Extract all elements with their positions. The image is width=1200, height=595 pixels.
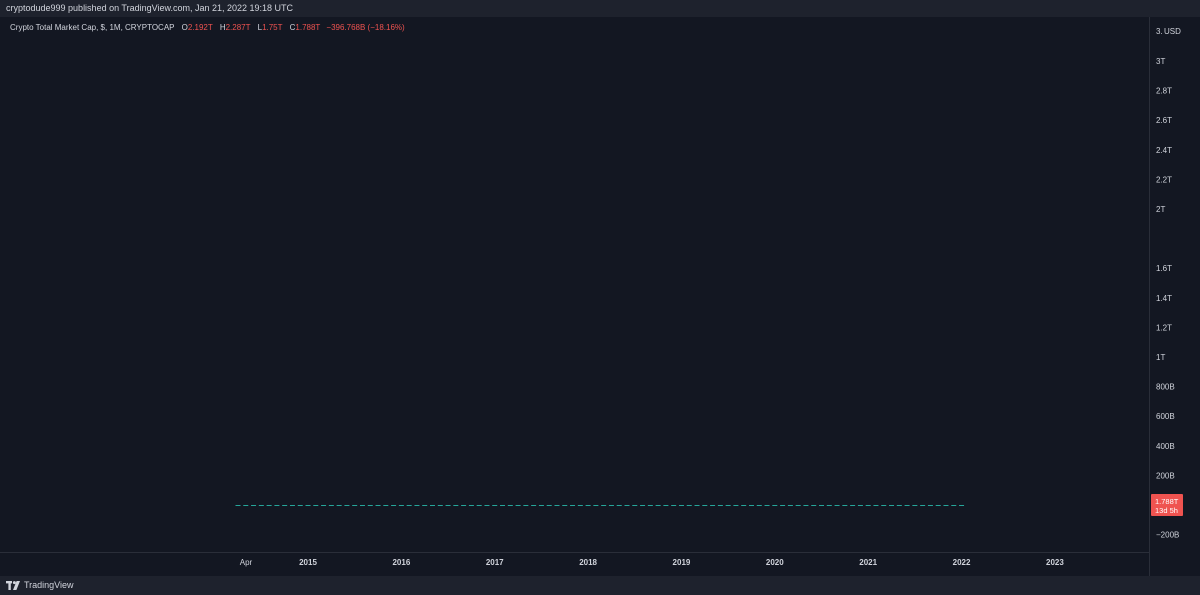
chart-panel[interactable] <box>0 17 1200 576</box>
footer-bar: TradingView <box>0 576 1200 595</box>
low-value: 1.75T <box>262 23 283 32</box>
low-key: L <box>257 23 263 32</box>
brand-name: TradingView <box>24 580 74 590</box>
change-value: −396.768B (−18.16%) <box>326 23 405 32</box>
tradingview-logo-icon <box>6 580 20 590</box>
publisher-text: cryptodude999 published on TradingView.c… <box>6 3 294 13</box>
ohlc-legend: Crypto Total Market Cap, $, 1M, CRYPTOCA… <box>10 23 405 32</box>
price-axis-divider <box>1149 17 1150 576</box>
publisher-bar: cryptodude999 published on TradingView.c… <box>0 0 1200 17</box>
time-axis-divider <box>0 552 1149 553</box>
symbol-title[interactable]: Crypto Total Market Cap, $, 1M, CRYPTOCA… <box>10 23 175 32</box>
open-key: O <box>181 23 188 32</box>
tradingview-brand[interactable]: TradingView <box>6 580 74 590</box>
close-value: 1.788T <box>295 23 321 32</box>
close-key: C <box>289 23 296 32</box>
high-key: H <box>219 23 226 32</box>
open-value: 2.192T <box>187 23 213 32</box>
high-value: 2.287T <box>225 23 251 32</box>
